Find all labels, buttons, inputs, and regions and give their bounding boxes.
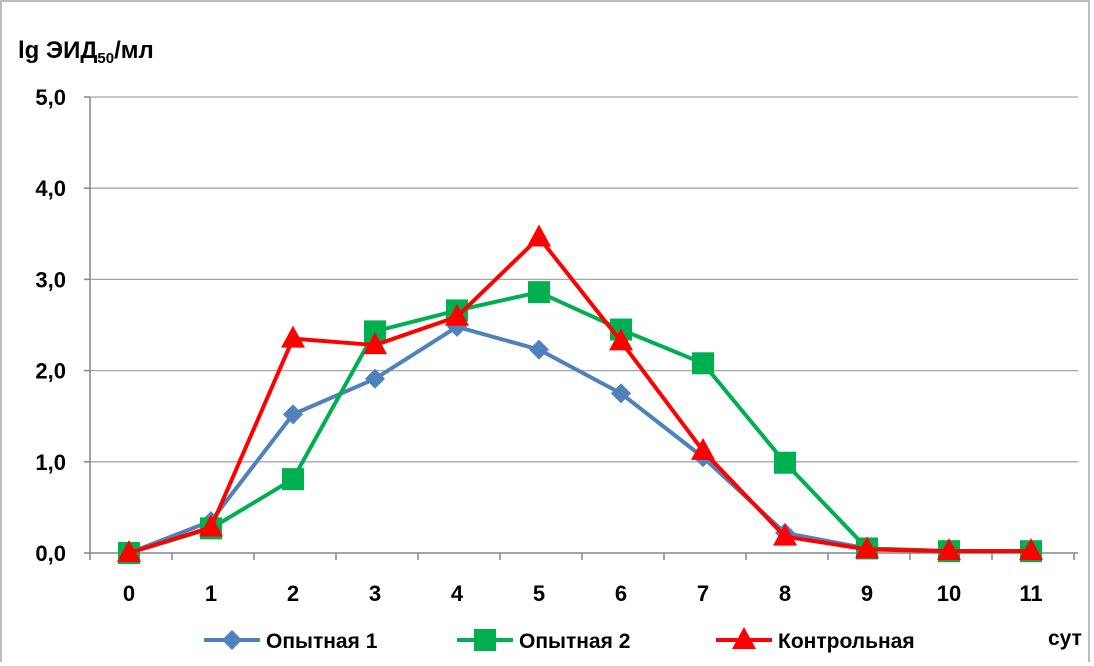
- data-point: [117, 540, 141, 562]
- series-line: [128, 290, 1031, 555]
- legend-item: Контрольная: [716, 627, 915, 653]
- data-point: [445, 303, 469, 326]
- data-point: [365, 368, 385, 389]
- data-point: [1019, 538, 1043, 561]
- data-point: [692, 352, 714, 375]
- x-tick-label: 5: [533, 581, 545, 606]
- series-layer: [117, 224, 1043, 564]
- x-tick-label: 3: [369, 581, 381, 606]
- data-point: [527, 224, 551, 247]
- data-point: [281, 325, 305, 348]
- y-tick-label: 4,0: [35, 176, 66, 201]
- legend-marker: [474, 629, 496, 651]
- data-point: [609, 328, 633, 351]
- data-point: [691, 437, 715, 460]
- data-point: [937, 538, 961, 561]
- data-point: [774, 451, 796, 474]
- data-point: [364, 320, 386, 343]
- x-tick-label: 11: [1019, 581, 1042, 606]
- series-1: [119, 316, 1041, 563]
- x-tick-labels: 0 1 2 3 4 5 6 7 8 9 10 11: [123, 581, 1043, 606]
- x-tick-label: 7: [697, 581, 709, 606]
- y-tick-label: 0,0: [35, 541, 66, 566]
- data-point: [773, 523, 797, 546]
- data-point: [529, 339, 549, 360]
- y-tick-label: 3,0: [35, 267, 66, 292]
- x-tick-label: 9: [861, 581, 873, 606]
- x-tick-label: 8: [779, 581, 791, 606]
- x-tick-label: 2: [287, 581, 299, 606]
- series-line: [128, 235, 1031, 555]
- x-tick-label: 10: [937, 581, 961, 606]
- legend-item: Опытная 1: [204, 630, 378, 653]
- legend-marker: [732, 627, 756, 649]
- data-point: [363, 332, 387, 355]
- x-tick-label: 1: [205, 581, 217, 606]
- legend: Опытная 1 Опытная 2 Контрольная: [204, 627, 915, 653]
- data-point: [282, 468, 304, 491]
- data-point: [855, 536, 879, 559]
- legend-label: Опытная 1: [266, 630, 378, 653]
- x-tick-label: 4: [451, 581, 464, 606]
- data-point: [611, 383, 631, 404]
- y-tick-label: 5,0: [35, 85, 66, 110]
- x-tick-label: 6: [615, 581, 627, 606]
- series-3: [117, 224, 1043, 562]
- y-axis-label: lg ЭИД50/мл: [18, 37, 154, 67]
- series-line: [128, 324, 1031, 555]
- axes: [84, 96, 1078, 560]
- legend-marker: [222, 630, 242, 650]
- legend-label: Контрольная: [778, 630, 915, 653]
- legend-item: Опытная 2: [457, 629, 630, 653]
- data-point: [283, 404, 303, 425]
- y-tick-label: 2,0: [35, 359, 66, 384]
- x-tick-label: 0: [123, 581, 135, 606]
- x-axis-unit-label: сут: [1048, 627, 1082, 650]
- data-point: [528, 281, 550, 304]
- y-tick-labels: 0,0 1,0 2,0 3,0 4,0 5,0: [35, 85, 66, 566]
- data-point: [199, 514, 223, 537]
- y-tick-label: 1,0: [35, 450, 66, 475]
- gridlines: [90, 96, 1078, 463]
- legend-label: Опытная 2: [519, 630, 630, 653]
